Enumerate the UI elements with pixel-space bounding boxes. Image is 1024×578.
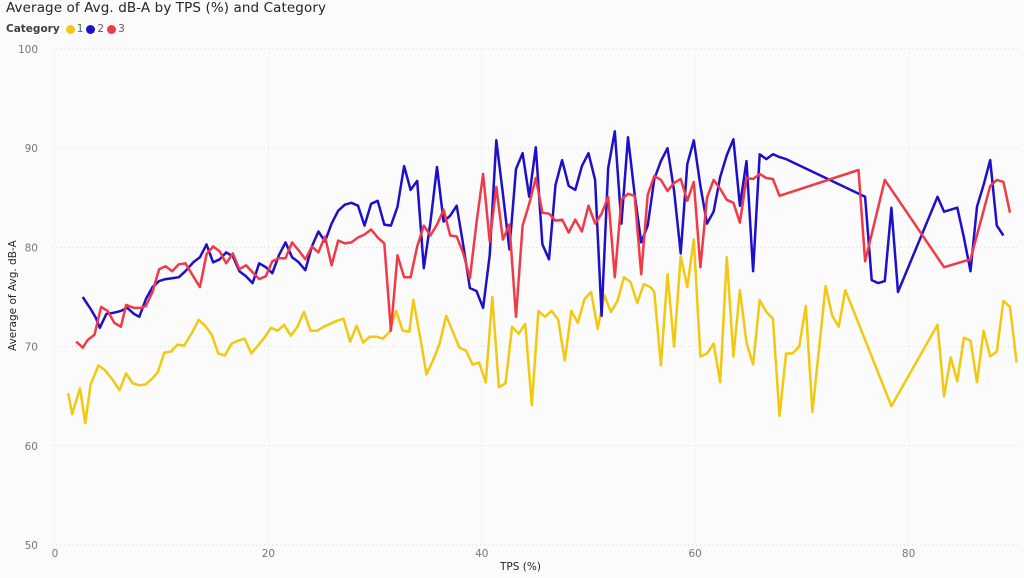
chart-title: Average of Avg. dB-A by TPS (%) and Cate… — [6, 0, 327, 16]
y-tick-label: 70 — [25, 342, 38, 354]
x-axis-ticks: 0 20 40 60 80 — [52, 548, 916, 560]
legend-item-2[interactable]: 2 — [86, 23, 104, 35]
legend-label: 1 — [76, 23, 84, 35]
y-tick-label: 80 — [25, 242, 38, 254]
legend-item-1[interactable]: 1 — [65, 23, 84, 35]
legend-dot-icon — [65, 24, 75, 34]
x-tick-label: 80 — [902, 548, 915, 560]
legend-label: 3 — [118, 23, 125, 35]
legend-label: 2 — [97, 23, 105, 35]
x-tick-label: 0 — [52, 548, 59, 560]
gridlines — [52, 48, 1018, 546]
x-tick-label: 40 — [475, 548, 488, 560]
legend: Category 1 2 3 — [6, 23, 128, 35]
x-axis-label: TPS (%) — [500, 561, 541, 573]
series-lines — [66, 130, 1018, 425]
x-tick-label: 20 — [262, 548, 275, 560]
y-tick-label: 100 — [18, 44, 38, 56]
series-2-line[interactable] — [81, 130, 1005, 330]
legend-title: Category — [6, 23, 60, 35]
legend-dot-icon — [86, 24, 96, 34]
y-tick-label: 60 — [25, 441, 38, 453]
y-tick-label: 90 — [25, 143, 38, 155]
legend-item-3[interactable]: 3 — [107, 23, 125, 35]
legend-dot-icon — [107, 24, 117, 34]
series-1-line[interactable] — [66, 238, 1018, 425]
series-3-line[interactable] — [75, 168, 1012, 349]
x-tick-label: 60 — [689, 548, 702, 560]
y-tick-label: 50 — [25, 540, 38, 552]
y-axis-ticks: 100 90 80 70 60 50 — [18, 44, 38, 552]
